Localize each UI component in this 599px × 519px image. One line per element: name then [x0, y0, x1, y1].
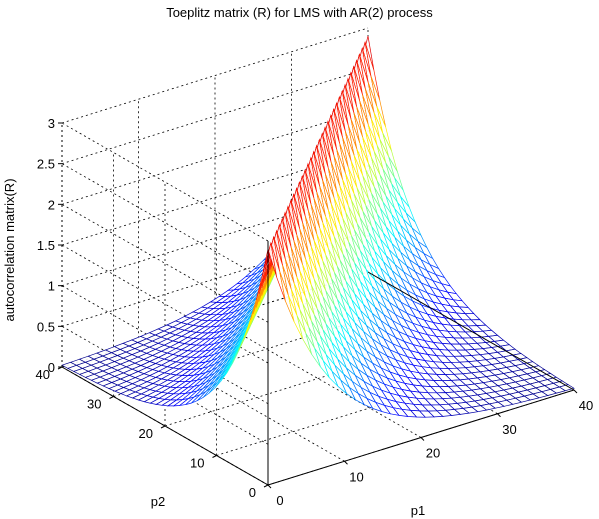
- y-tick-label: 10: [190, 456, 204, 471]
- z-tick-label: 1: [48, 279, 55, 294]
- x-tick: [497, 413, 501, 418]
- chart-title: Toeplitz matrix (R) for LMS with AR(2) p…: [166, 5, 433, 20]
- x-tick-label: 40: [579, 398, 593, 413]
- grid-line: [61, 190, 369, 287]
- x-axis-label: p1: [411, 503, 425, 518]
- z-tick-label: 2.5: [37, 157, 55, 172]
- grid-line: [113, 301, 420, 397]
- x-tick: [267, 484, 272, 489]
- y-tick-label: 20: [139, 426, 153, 441]
- x-tick: [344, 460, 348, 465]
- z-tick-label: 2: [48, 197, 55, 212]
- surface-mesh: [61, 36, 575, 418]
- y-tick: [109, 396, 114, 399]
- y-axis-label: p2: [151, 494, 165, 509]
- grid-line: [61, 230, 369, 327]
- grid-line: [61, 27, 369, 124]
- x-tick-label: 10: [349, 469, 363, 484]
- box-edge: [367, 271, 575, 391]
- x-tick: [420, 437, 425, 441]
- y-tick: [160, 425, 166, 429]
- grid-line: [164, 330, 472, 427]
- x-tick-label: 20: [426, 446, 440, 461]
- y-tick: [212, 455, 217, 458]
- y-tick-label: 30: [87, 397, 101, 412]
- grid-line: [216, 360, 523, 456]
- z-axis-label: autocorrelation matrix(R): [2, 178, 17, 321]
- z-tick-label: 0.5: [37, 319, 55, 334]
- grid-line: [61, 68, 369, 165]
- y-tick: [263, 484, 269, 488]
- z-tick-label: 0: [48, 360, 55, 375]
- grid-line: [61, 163, 269, 283]
- grid-line: [61, 149, 369, 246]
- y-tick-label: 0: [249, 485, 256, 500]
- surface-patch: [558, 384, 575, 392]
- x-tick: [573, 389, 578, 394]
- grid-line: [61, 122, 269, 242]
- z-tick-label: 3: [48, 116, 55, 131]
- x-tick-label: 30: [502, 422, 516, 437]
- grid-line: [61, 108, 369, 205]
- y-tick-label: 40: [36, 367, 50, 382]
- z-tick-label: 1.5: [37, 238, 55, 253]
- x-tick-label: 0: [276, 493, 283, 508]
